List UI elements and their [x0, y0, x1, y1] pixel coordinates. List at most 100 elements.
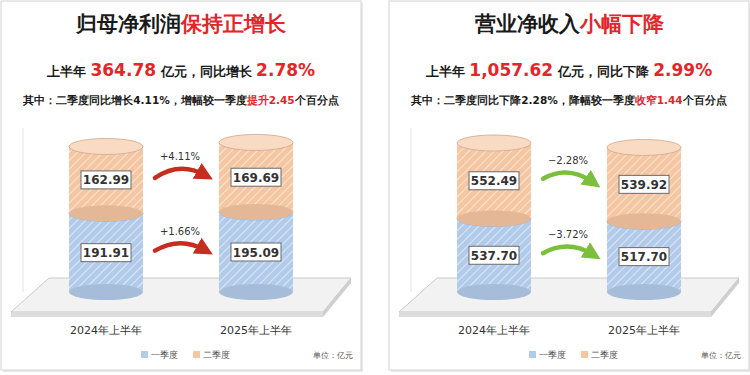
cylinder-bottom	[69, 284, 143, 300]
bar-segment	[69, 146, 143, 213]
cylinder-top	[69, 205, 143, 221]
cylinder-top	[69, 138, 143, 154]
data-label: 537.70	[471, 249, 517, 263]
legend-swatch	[141, 351, 148, 358]
subtitle-part: 2.99%	[653, 60, 712, 80]
labels: 191.91162.99195.09169.69+1.66%+4.11%	[81, 151, 281, 261]
value-axis-line	[411, 128, 412, 292]
cylinder-bottom	[457, 284, 531, 300]
data-label: 552.49	[471, 174, 517, 188]
bar-segment	[219, 212, 293, 292]
panel-frame	[389, 1, 749, 370]
data-label-box	[81, 244, 131, 262]
legend-label: 二季度	[203, 350, 230, 360]
note-part: 其中：二季度同比增长4.11%，增幅较一季度	[22, 94, 246, 107]
panel: 归母净利润保持正增长上半年 364.78 亿元，同比增长 2.78% 其中：二季度…	[1, 1, 363, 372]
cylinder-top	[457, 211, 531, 227]
bar-texture	[219, 142, 293, 212]
cylinder-top	[607, 139, 681, 155]
change-label: −2.28%	[548, 155, 588, 166]
data-label: 191.91	[83, 246, 129, 260]
unit-label: 单位：亿元	[313, 351, 353, 360]
cylinder-top	[607, 213, 681, 229]
title-part: 小幅下降	[579, 12, 665, 36]
floor	[11, 278, 351, 312]
data-label-box	[619, 175, 669, 193]
subtitle-part: 364.78	[90, 60, 156, 80]
subtitle-part: 亿元，同比增长	[156, 64, 256, 79]
subtitle-part: 2.78%	[256, 60, 315, 80]
data-label: 169.69	[233, 171, 279, 185]
legend: 一季度 二季度	[141, 350, 230, 360]
subtitle-part: 亿元，同比下降	[553, 64, 653, 79]
title-part: 归母净利润	[75, 12, 181, 36]
plot-area	[69, 134, 293, 300]
subtitle: 上半年 364.78 亿元，同比增长 2.78%	[46, 60, 315, 80]
category-label: 2024年上半年	[70, 324, 142, 337]
data-label-box	[619, 248, 669, 266]
bar-texture	[69, 146, 143, 213]
legend-label: 一季度	[151, 350, 178, 360]
legend: 一季度 二季度	[529, 350, 618, 360]
panel: 营业净收入小幅下降上半年 1,057.62 亿元，同比下降 2.99% 其中：二季…	[389, 1, 750, 372]
subtitle-part: 上半年	[425, 64, 470, 79]
bar-segment	[69, 213, 143, 292]
bar-texture	[219, 212, 293, 292]
data-label: 539.92	[621, 178, 667, 192]
note-part: 其中：二季度同比下降2.28%，降幅较一季度	[410, 94, 634, 107]
floor-side	[323, 278, 351, 317]
bar-segment	[457, 219, 531, 292]
cylinder-bottom	[219, 284, 293, 300]
legend-swatch	[193, 351, 200, 358]
note-part: 提升2.45	[246, 94, 295, 106]
data-label-box	[231, 243, 281, 261]
title: 营业净收入小幅下降	[474, 12, 665, 36]
cylinder-top	[219, 204, 293, 220]
value-axis-line	[23, 128, 24, 292]
data-label: 162.99	[83, 173, 129, 187]
change-label: +1.66%	[160, 226, 200, 237]
cylinder-bottom	[457, 211, 531, 227]
change-arrow	[543, 173, 593, 183]
data-label-box	[231, 168, 281, 186]
change-arrow	[155, 243, 205, 250]
bar-texture	[607, 221, 681, 292]
bar-texture	[69, 213, 143, 292]
note-part: 个百分点	[294, 94, 339, 107]
cylinder-top	[457, 135, 531, 151]
category-label: 2025年上半年	[608, 324, 680, 337]
bar-texture	[607, 147, 681, 221]
cylinder-bottom	[219, 204, 293, 220]
change-arrow	[155, 169, 205, 178]
category-label: 2024年上半年	[458, 324, 530, 337]
cylinder-bottom	[607, 213, 681, 229]
title: 归母净利润保持正增长	[75, 12, 287, 36]
cylinder-bottom	[607, 284, 681, 300]
change-arrow	[543, 247, 593, 255]
data-label-box	[469, 246, 519, 264]
note-part: 个百分点	[682, 94, 727, 107]
subtitle-part: 1,057.62	[469, 60, 553, 80]
plot-area	[457, 135, 681, 300]
cylinder-top	[219, 134, 293, 150]
bar-texture	[457, 143, 531, 219]
floor-edge	[399, 312, 711, 317]
stage: 归母净利润保持正增长上半年 364.78 亿元，同比增长 2.78% 其中：二季度…	[0, 0, 750, 375]
panel-frame	[1, 1, 361, 370]
data-label-box	[469, 172, 519, 190]
bar-segment	[607, 147, 681, 221]
legend-label: 二季度	[591, 350, 618, 360]
legend-label: 一季度	[539, 350, 566, 360]
legend-swatch	[581, 351, 588, 358]
unit-label: 单位：亿元	[701, 351, 741, 360]
note-part: 收窄1.44	[635, 94, 683, 106]
subtitle: 上半年 1,057.62 亿元，同比下降 2.99%	[425, 60, 712, 80]
bar-texture	[457, 219, 531, 292]
floor-edge	[11, 312, 323, 317]
floor	[399, 278, 739, 312]
cylinder-bottom	[69, 205, 143, 221]
note: 其中：二季度同比下降2.28%，降幅较一季度收窄1.44个百分点	[410, 94, 726, 107]
bar-segment	[607, 221, 681, 292]
change-label: −3.72%	[548, 229, 588, 240]
subtitle-part: 上半年	[46, 64, 91, 79]
